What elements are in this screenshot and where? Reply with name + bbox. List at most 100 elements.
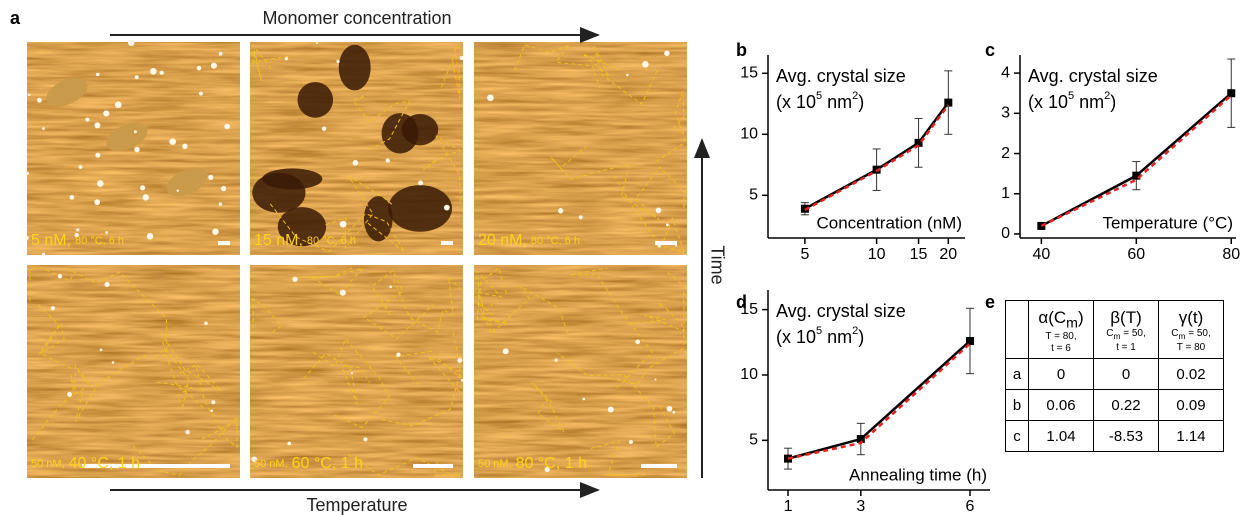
particle xyxy=(664,51,669,56)
x-tick-label: 20 xyxy=(939,246,957,263)
particle xyxy=(115,101,122,108)
y-tick-label: 2 xyxy=(1001,145,1010,162)
caption-part: 5 nM, xyxy=(31,232,71,249)
particle xyxy=(389,285,392,288)
caption-part: 20 nM, xyxy=(478,232,527,249)
dark-region xyxy=(298,82,334,118)
particle xyxy=(666,223,669,226)
afm-image: 50 nM,80 °C, 1 h xyxy=(474,265,687,478)
y-tick-label: 1 xyxy=(1001,185,1010,202)
table-cell: 0.22 xyxy=(1094,390,1159,421)
row-header: b xyxy=(1006,390,1029,421)
text-part: T = 80, xyxy=(1045,331,1076,342)
particle xyxy=(667,406,673,412)
condition: T = 80, xyxy=(1035,331,1087,343)
unit-part: nm xyxy=(822,92,852,112)
image-caption: 50 nM,80 °C, 1 h xyxy=(478,455,587,472)
text-part: = 50, xyxy=(1185,328,1210,339)
particle xyxy=(396,353,400,357)
caption-part: 80 °C, 1 h xyxy=(516,455,587,472)
particle xyxy=(169,138,176,145)
x-tick-label: 80 xyxy=(1222,246,1240,263)
caption-part: 50 nM, xyxy=(254,458,288,470)
table-row: b0.060.220.09 xyxy=(1006,390,1224,421)
row-header: a xyxy=(1006,359,1029,390)
particle xyxy=(211,63,217,69)
caption-part: 80 °C, 6 h xyxy=(75,235,124,247)
afm-image: 15 nM, 80 °C, 6 h xyxy=(250,42,464,255)
image-caption: 50 nM,40 °C, 1 h xyxy=(31,455,140,472)
particle xyxy=(212,228,218,234)
condition: T = 80 xyxy=(1165,342,1217,354)
dark-region xyxy=(364,196,393,241)
y-tick-label: 10 xyxy=(740,366,758,383)
particle xyxy=(128,39,135,46)
particle xyxy=(79,165,83,169)
text-part: t = 6 xyxy=(1051,343,1071,354)
unit-part: (x 10 xyxy=(776,92,816,112)
unit-part: ) xyxy=(1110,92,1116,112)
table-cell: -8.53 xyxy=(1094,421,1159,452)
particle xyxy=(340,221,347,228)
parameter-symbol: γ(t) xyxy=(1165,308,1217,328)
caption-part: 80 °C, 6 h xyxy=(531,235,580,247)
dark-region xyxy=(388,185,452,232)
particle xyxy=(197,66,202,71)
scale-bar xyxy=(218,241,230,245)
panel-label: e xyxy=(985,292,995,313)
caption-part: 60 °C, 1 h xyxy=(292,455,363,472)
text-part: m xyxy=(1066,315,1078,331)
scale-bar xyxy=(441,241,453,245)
afm-image: 50 nM, 60 °C, 1 h xyxy=(250,265,463,478)
particle xyxy=(460,56,464,60)
caption-part: 15 nM, xyxy=(254,232,303,249)
column-header: α(Cm)T = 80,t = 6 xyxy=(1029,301,1094,359)
particle xyxy=(37,98,42,103)
afm-surface xyxy=(474,265,687,478)
corner-cell xyxy=(1006,301,1029,359)
x-tick-label: 60 xyxy=(1127,246,1145,263)
figure: 5 nM, 80 °C, 6 h 15 nM, 80 °C, 6 h 20 nM, 80 … xyxy=(0,0,1240,515)
x-tick-label: 40 xyxy=(1032,246,1050,263)
text-part: ) xyxy=(1078,308,1084,327)
column-header: β(T)Cm = 50,t = 1 xyxy=(1094,301,1159,359)
image-caption: 50 nM, 60 °C, 1 h xyxy=(254,455,363,472)
x-tick-label: 3 xyxy=(856,498,865,515)
particle xyxy=(292,277,297,282)
row-header: c xyxy=(1006,421,1029,452)
particle xyxy=(558,208,563,213)
table-cell: 1.04 xyxy=(1029,421,1094,452)
particle xyxy=(96,73,99,76)
caption-part: 80 °C, 6 h xyxy=(307,235,356,247)
particle xyxy=(97,180,104,187)
particle xyxy=(503,348,509,354)
afm-image: 5 nM, 80 °C, 6 h xyxy=(25,39,240,255)
x-tick-label: 5 xyxy=(800,246,809,263)
table-cell: 1.14 xyxy=(1159,421,1224,452)
data-point xyxy=(966,337,974,345)
particle xyxy=(185,430,189,434)
afm-images: 5 nM, 80 °C, 6 h 15 nM, 80 °C, 6 h 20 nM, 80 … xyxy=(25,39,687,478)
table-cell: 0.06 xyxy=(1029,390,1094,421)
particle xyxy=(457,358,462,363)
panel-label: b xyxy=(736,40,747,61)
panel-label: a xyxy=(10,8,20,29)
particle xyxy=(579,215,583,219)
header-row: α(Cm)T = 80,t = 6β(T)Cm = 50,t = 1γ(t)Cm… xyxy=(1006,301,1224,359)
x-axis-label: Concentration (nM) xyxy=(816,213,962,232)
y-tick-label: 0 xyxy=(1001,225,1010,242)
particle xyxy=(418,181,423,186)
particle xyxy=(336,60,339,63)
particle xyxy=(340,290,346,296)
particle xyxy=(42,127,45,130)
particle xyxy=(112,361,114,363)
arrow-label: Monomer concentration xyxy=(262,8,451,28)
series-line xyxy=(788,344,970,459)
dark-region xyxy=(339,45,371,91)
particle xyxy=(386,158,390,162)
column-header: γ(t)Cm = 50,T = 80 xyxy=(1159,301,1224,359)
particle xyxy=(85,118,89,122)
particle xyxy=(134,130,137,133)
series-line xyxy=(788,341,970,459)
